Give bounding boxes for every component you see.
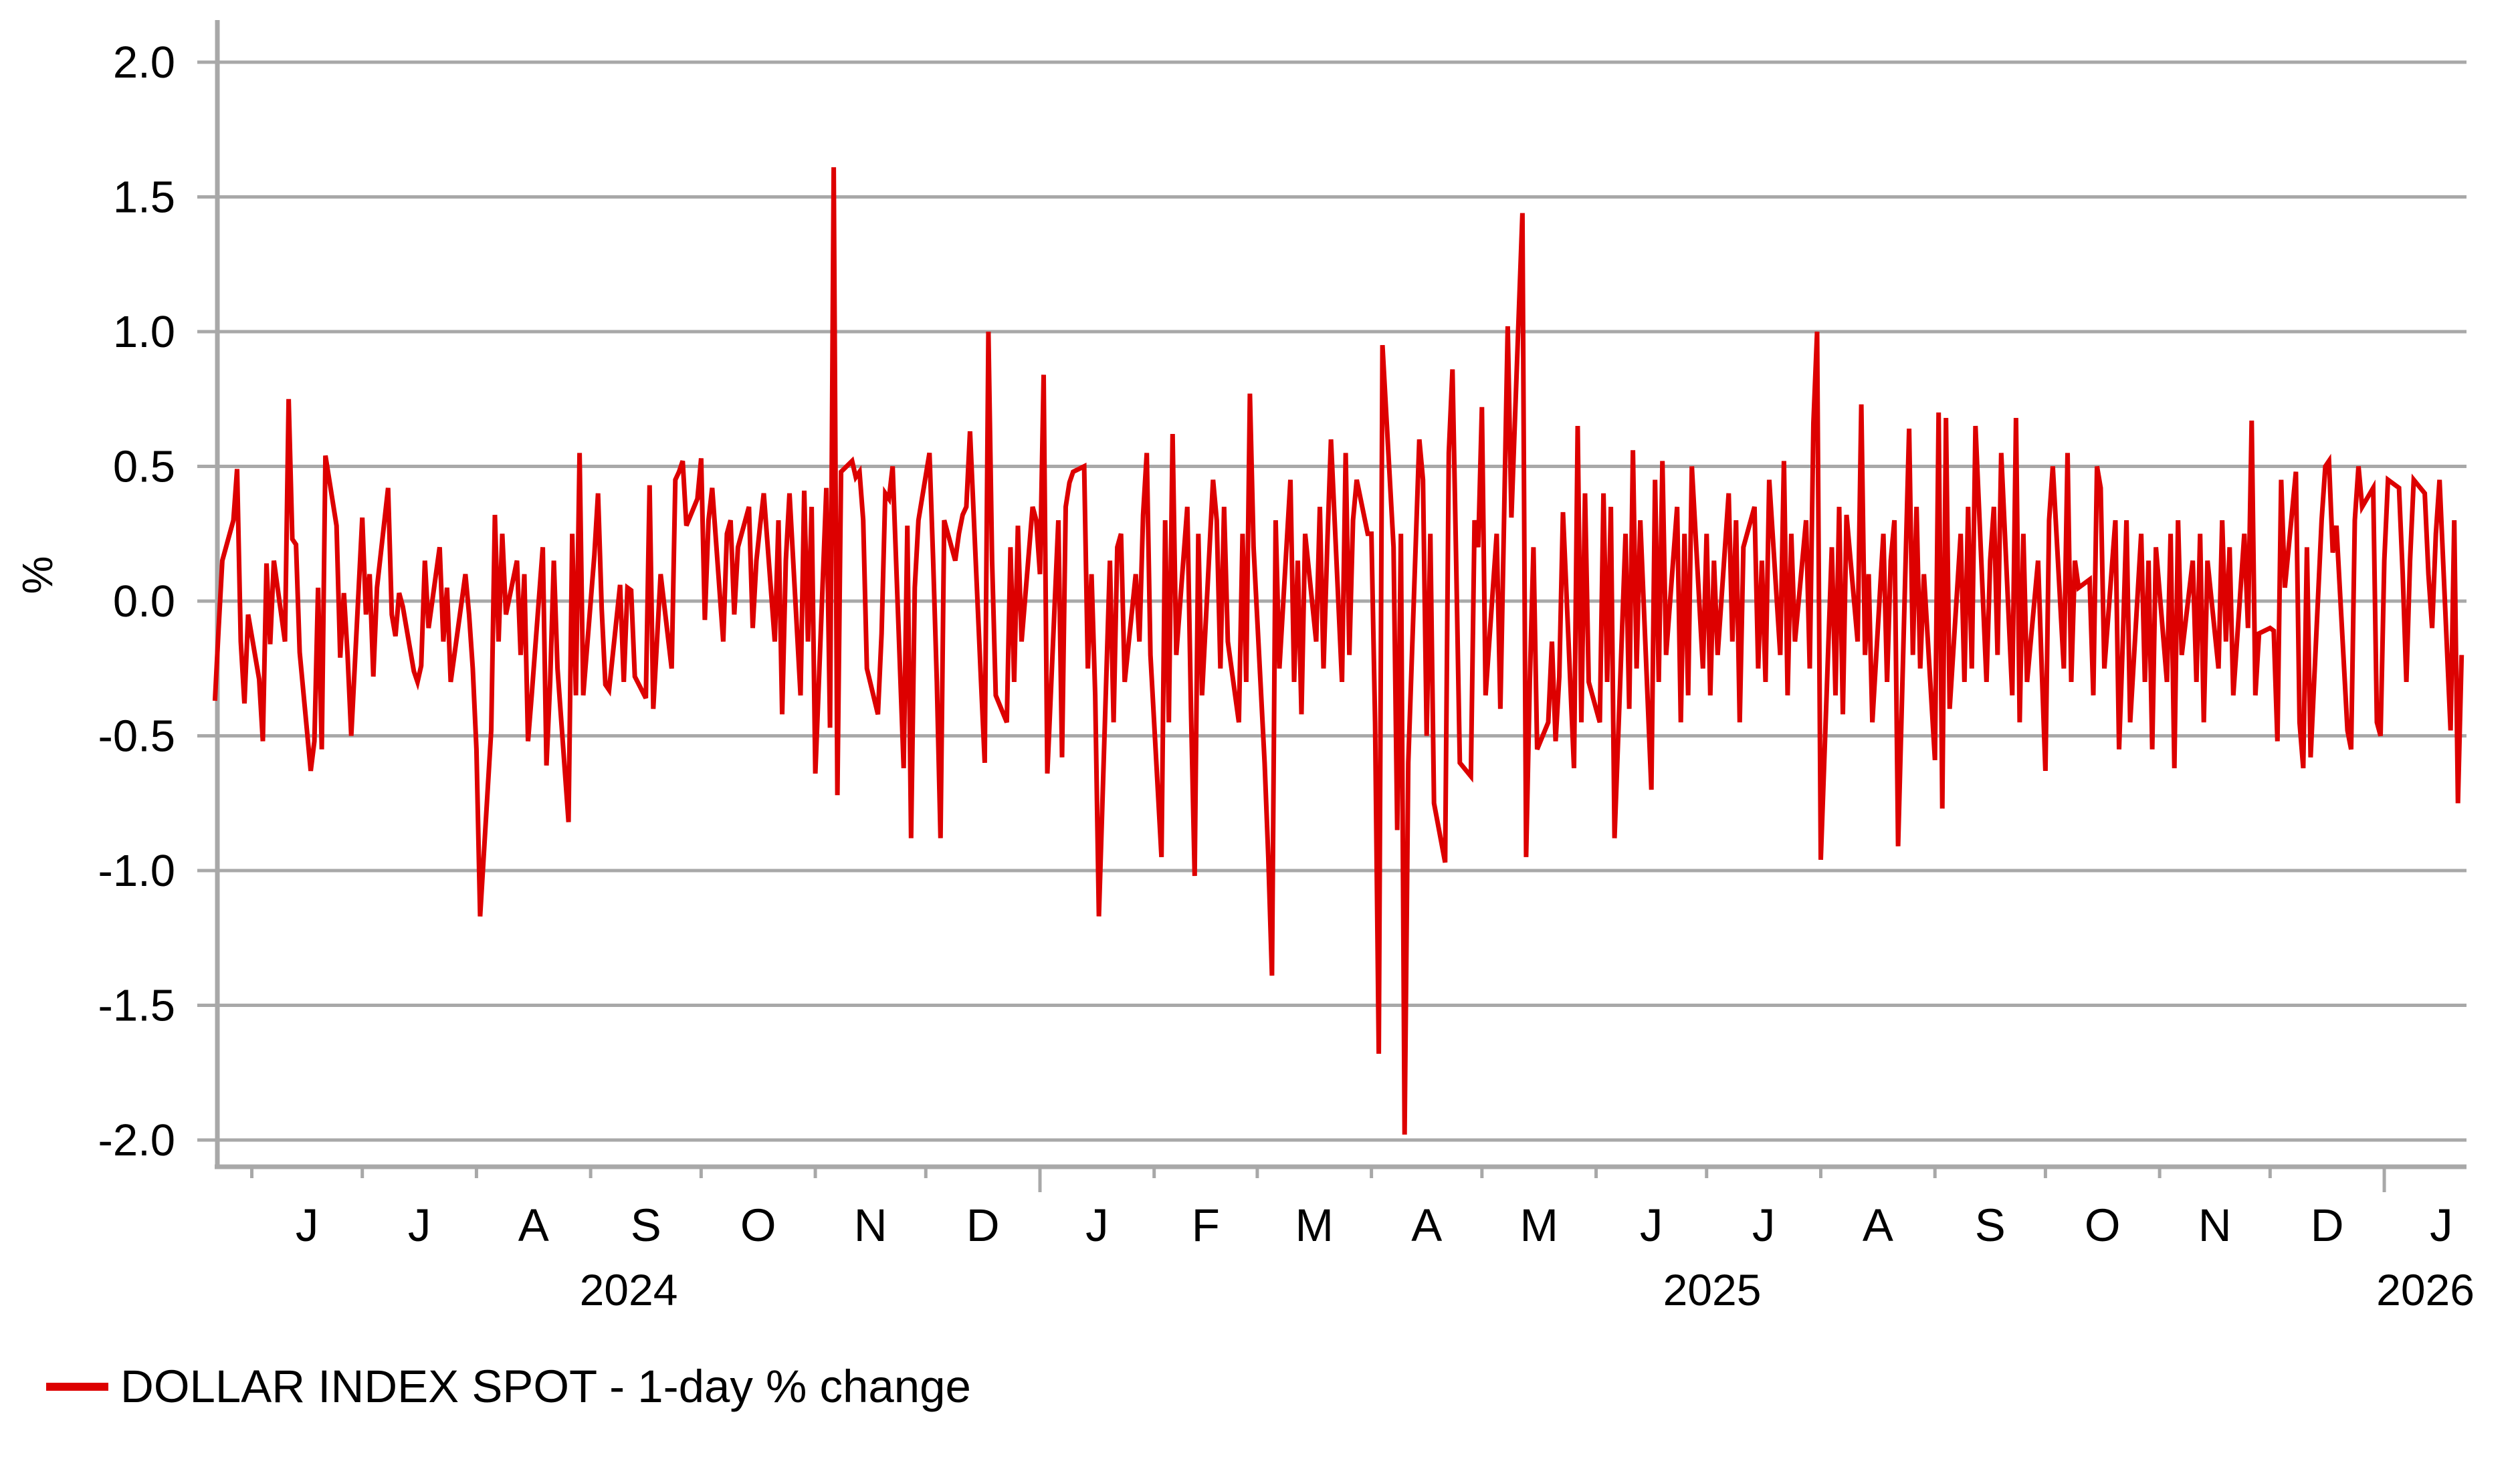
series-dollar-index [212,167,2464,1135]
month-label: M [1519,1200,1558,1251]
year-labels: 2024 2025 2026 [580,1265,2475,1315]
series-line [212,167,2464,1135]
month-label: J [1085,1200,1109,1251]
year-label: 2024 [580,1265,678,1315]
month-label: A [518,1200,549,1251]
y-tick-label: -1.0 [98,846,175,896]
legend: DOLLAR INDEX SPOT - 1-day % change [46,1361,971,1412]
month-label: F [1192,1200,1220,1251]
y-tick-label: 0.0 [113,576,175,627]
axis-lines [215,20,2466,1169]
month-label: J [1752,1200,1776,1251]
year-label: 2026 [2376,1265,2475,1315]
year-label: 2025 [1663,1265,1762,1315]
month-label: O [2085,1200,2121,1251]
y-tick-label: -0.5 [98,711,175,762]
month-label: O [740,1200,776,1251]
month-label: M [1295,1200,1334,1251]
month-label: A [1863,1200,1893,1251]
x-axis-ticks [250,1167,2386,1192]
month-label: J [1640,1200,1663,1251]
y-tick-label: -2.0 [98,1115,175,1165]
month-label: D [966,1200,1000,1251]
y-axis-ticks [197,60,217,1142]
y-tick-label: 2.0 [113,37,175,88]
month-label: A [1411,1200,1442,1251]
month-label: D [2311,1200,2344,1251]
y-tick-label: -1.5 [98,981,175,1031]
y-axis-title: % [13,556,62,594]
y-tick-label: 1.0 [113,307,175,357]
y-tick-label: 1.5 [113,173,175,223]
month-label: J [2430,1200,2453,1251]
month-label: S [631,1200,661,1251]
month-label: N [2198,1200,2232,1251]
month-label: S [1975,1200,2006,1251]
y-axis-tick-labels: 2.0 1.5 1.0 0.5 0.0 -0.5 -1.0 -1.5 -2.0 [98,37,175,1165]
month-label: N [854,1200,887,1251]
y-tick-label: 0.5 [113,442,175,492]
legend-label: DOLLAR INDEX SPOT - 1-day % change [120,1361,971,1412]
month-label: J [296,1200,319,1251]
month-label: J [408,1200,431,1251]
